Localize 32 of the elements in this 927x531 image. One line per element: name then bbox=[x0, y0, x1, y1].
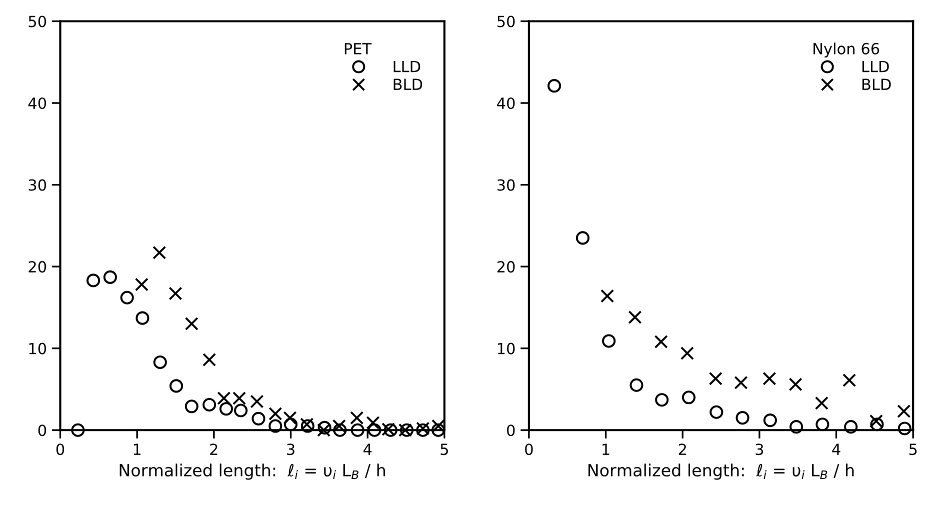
y-tick-label: 10 bbox=[498, 342, 515, 354]
legend-title: PET bbox=[344, 43, 372, 54]
y-tick-label: 20 bbox=[497, 261, 515, 273]
x-tick-label: 1 bbox=[134, 444, 141, 455]
x-tick-label: 2 bbox=[678, 444, 686, 455]
x-tick-label: 4 bbox=[832, 444, 840, 455]
x-tick-label: 5 bbox=[440, 444, 448, 456]
x-tick-label: 1 bbox=[602, 444, 610, 455]
x-tick-label: 5 bbox=[909, 444, 917, 456]
x-axis-title: Normalized length: ℓ$_{i}$ = υ$_{i}$ L$_{B}$ / h bbox=[120, 464, 385, 480]
x-tick-label: 0 bbox=[525, 444, 533, 456]
legend-label: LLD bbox=[862, 60, 889, 72]
y-tick-label: 10 bbox=[29, 342, 46, 354]
y-tick-label: 0 bbox=[38, 424, 46, 436]
x-axis-title: Normalized length: ℓ$_{i}$ = υ$_{i}$ L$_{B}$ / h bbox=[588, 464, 854, 480]
x-tick-label: 3 bbox=[756, 444, 764, 456]
legend-title: Nylon 66 bbox=[814, 42, 880, 58]
y-tick-label: 20 bbox=[28, 261, 46, 273]
x-tick-label: 0 bbox=[56, 444, 64, 456]
y-tick-label: 50 bbox=[497, 16, 515, 28]
y-tick-label: 0 bbox=[507, 424, 515, 436]
y-tick-label: 40 bbox=[28, 97, 46, 110]
legend-label: BLD bbox=[862, 78, 891, 90]
x-tick-label: 4 bbox=[363, 444, 372, 455]
legend-label: LLD bbox=[394, 60, 420, 72]
y-tick-label: 40 bbox=[497, 97, 515, 110]
x-tick-label: 2 bbox=[210, 444, 218, 455]
y-tick-label: 50 bbox=[28, 16, 46, 28]
x-tick-label: 3 bbox=[287, 444, 294, 456]
legend-label: BLD bbox=[394, 78, 422, 90]
y-tick-label: 30 bbox=[28, 179, 46, 191]
y-tick-label: 30 bbox=[497, 179, 515, 191]
